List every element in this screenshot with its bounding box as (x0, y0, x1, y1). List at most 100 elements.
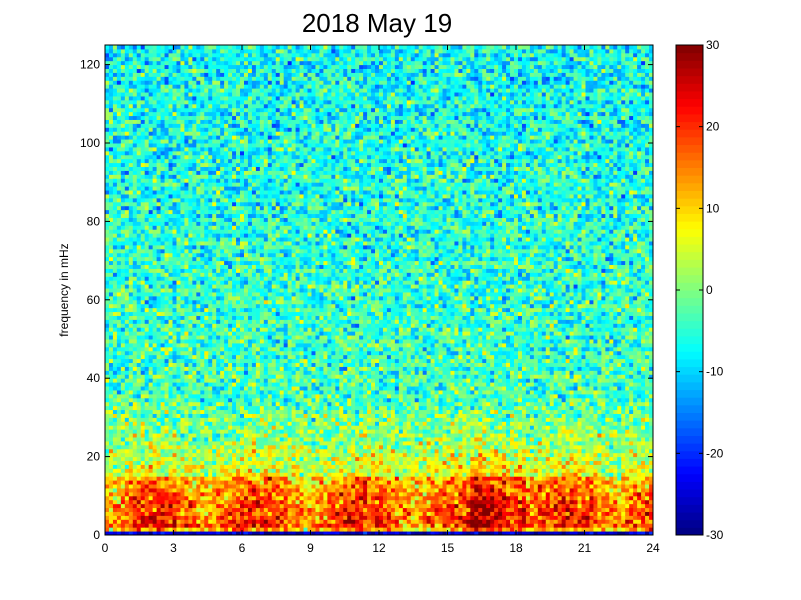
heatmap-cell (140, 174, 146, 179)
heatmap-cell (136, 103, 142, 109)
heatmap-cell (255, 154, 261, 160)
heatmap-cell (172, 503, 177, 509)
heatmap-cell (236, 213, 241, 218)
heatmap-cell (240, 92, 245, 97)
heatmap-cell (196, 92, 201, 97)
heatmap-cell (160, 295, 166, 301)
heatmap-cell (232, 523, 237, 528)
heatmap-cell (259, 401, 265, 407)
heatmap-cell (152, 123, 158, 128)
heatmap-cell (108, 476, 114, 481)
heatmap-cell (108, 484, 114, 489)
heatmap-cell (200, 374, 205, 379)
heatmap-cell (108, 315, 114, 320)
heatmap-cell (243, 150, 249, 156)
heatmap-cell (132, 92, 138, 97)
heatmap-cell (128, 76, 134, 81)
heatmap-cell (124, 115, 130, 120)
heatmap-cell (228, 484, 233, 489)
heatmap-cell (132, 413, 138, 418)
heatmap-cell (148, 229, 154, 234)
heatmap-cell (180, 413, 185, 418)
heatmap-cell (196, 405, 201, 411)
heatmap-cell (128, 268, 134, 273)
heatmap-cell (176, 178, 181, 183)
heatmap-cell (124, 252, 130, 258)
heatmap-cell (156, 111, 162, 117)
heatmap-cell (120, 295, 126, 301)
heatmap-cell (228, 272, 233, 277)
heatmap-cell (172, 288, 177, 293)
heatmap-cell (168, 193, 174, 199)
heatmap-cell (184, 256, 189, 262)
heatmap-cell (148, 45, 154, 50)
heatmap-cell (132, 260, 138, 266)
heatmap-cell (224, 170, 229, 175)
heatmap-cell (124, 299, 130, 305)
heatmap-cell (220, 56, 225, 62)
heatmap-cell (232, 413, 237, 418)
heatmap-cell (108, 511, 114, 516)
heatmap-cell (204, 201, 209, 207)
heatmap-cell (152, 268, 158, 273)
heatmap-cell (105, 237, 110, 242)
heatmap-cell (136, 111, 142, 117)
heatmap-cell (152, 440, 158, 446)
heatmap-cell (208, 374, 213, 379)
heatmap-cell (228, 174, 233, 179)
heatmap-cell (156, 480, 162, 485)
heatmap-cell (148, 315, 154, 320)
heatmap-cell (176, 354, 181, 360)
heatmap-cell (200, 421, 205, 426)
heatmap-cell (148, 244, 154, 250)
heatmap-cell (200, 507, 205, 512)
heatmap-cell (112, 162, 118, 168)
heatmap-cell (144, 335, 150, 340)
heatmap-cell (128, 397, 134, 403)
heatmap-cell (188, 472, 193, 477)
heatmap-cell (259, 84, 265, 89)
heatmap-cell (172, 92, 177, 97)
heatmap-cell (259, 393, 265, 399)
heatmap-cell (180, 154, 185, 160)
heatmap-cell (120, 221, 126, 226)
heatmap-cell (128, 476, 134, 481)
heatmap-cell (196, 158, 201, 164)
heatmap-cell (108, 64, 114, 70)
heatmap-cell (212, 284, 217, 289)
heatmap-cell (112, 52, 118, 58)
heatmap-cell (160, 68, 166, 73)
heatmap-cell (140, 60, 146, 66)
heatmap-cell (132, 358, 138, 364)
heatmap-cell (236, 323, 241, 328)
heatmap-cell (240, 354, 245, 360)
heatmap-cell (136, 421, 142, 426)
heatmap-cell (108, 76, 114, 81)
heatmap-cell (240, 507, 245, 512)
heatmap-cell (176, 209, 181, 215)
heatmap-cell (168, 409, 174, 414)
heatmap-cell (168, 288, 174, 293)
heatmap-cell (232, 366, 237, 371)
heatmap-cell (224, 491, 229, 497)
heatmap-cell (132, 339, 138, 344)
heatmap-cell (240, 123, 245, 128)
heatmap-cell (116, 378, 122, 383)
heatmap-cell (232, 92, 237, 97)
heatmap-cell (236, 335, 241, 340)
heatmap-cell (120, 413, 126, 418)
heatmap-cell (105, 166, 110, 171)
heatmap-cell (124, 448, 130, 454)
heatmap-cell (232, 307, 237, 313)
heatmap-cell (152, 386, 158, 391)
heatmap-cell (196, 389, 201, 395)
heatmap-cell (120, 382, 126, 387)
heatmap-cell (136, 401, 142, 407)
heatmap-cell (240, 401, 245, 407)
heatmap-cell (124, 303, 130, 309)
heatmap-cell (200, 146, 205, 152)
heatmap-cell (192, 52, 197, 58)
heatmap-cell (255, 460, 261, 465)
heatmap-cell (216, 80, 221, 85)
heatmap-cell (259, 425, 265, 430)
